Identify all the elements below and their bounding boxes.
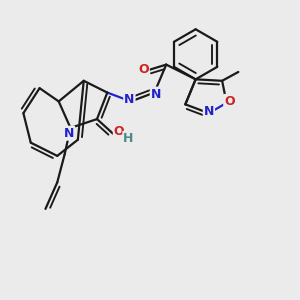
Text: N: N xyxy=(124,93,135,106)
Text: N: N xyxy=(64,127,74,140)
Text: O: O xyxy=(224,95,235,108)
Text: H: H xyxy=(123,132,134,145)
Text: O: O xyxy=(114,125,124,138)
Text: N: N xyxy=(151,88,161,100)
Text: N: N xyxy=(204,105,214,118)
Text: O: O xyxy=(138,62,149,76)
